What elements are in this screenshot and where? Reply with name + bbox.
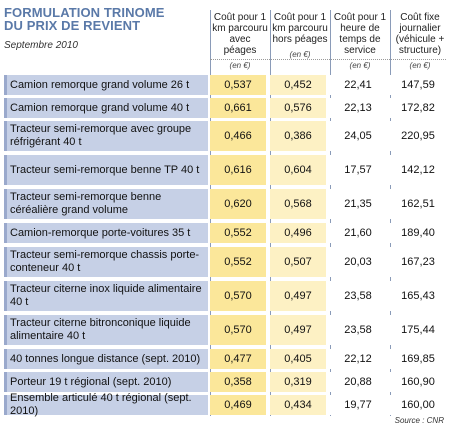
cell-cout-fixe: 160,90 [390, 372, 446, 392]
cell-heure-service: 21,35 [330, 189, 386, 219]
column-header-label: Coût pour 1 km parcouru hors péages [272, 12, 328, 45]
cell-km-hors-peages: 0,604 [270, 155, 326, 185]
cell-km-hors-peages: 0,386 [270, 121, 326, 151]
table-row: Ensemble articulé 40 t régional (sept. 2… [4, 392, 446, 417]
cell-heure-service: 21,60 [330, 223, 386, 243]
header-separator [210, 59, 446, 60]
column-header-label: Coût fixe journalier (véhicule + structu… [395, 12, 445, 56]
cell-km-hors-peages: 0,576 [270, 98, 326, 118]
table-title: FORMULATION TRINOME DU PRIX DE REVIENT [4, 6, 204, 32]
title-line-2: DU PRIX DE REVIENT [4, 18, 141, 33]
cell-km-avec-peages: 0,570 [210, 315, 266, 345]
cell-km-avec-peages: 0,477 [210, 349, 266, 369]
row-label: Tracteur semi-remorque avec groupe réfri… [4, 121, 208, 151]
table-row: Camion-remorque porte-voitures 35 t 0,55… [4, 223, 446, 243]
source-note: Source : CNR [394, 416, 444, 425]
cell-km-hors-peages: 0,434 [270, 395, 326, 415]
table-row: Tracteur citerne inox liquide alimentair… [4, 281, 446, 311]
cell-km-avec-peages: 0,358 [210, 372, 266, 392]
row-label: Tracteur citerne bitronconique liquide a… [4, 315, 208, 345]
cell-cout-fixe: 142,12 [390, 155, 446, 185]
column-header-label: Coût pour 1 heure de temps de service [333, 12, 387, 56]
cell-cout-fixe: 160,00 [390, 395, 446, 415]
cell-km-hors-peages: 0,319 [270, 372, 326, 392]
cell-heure-service: 22,12 [330, 349, 386, 369]
cell-heure-service: 20,88 [330, 372, 386, 392]
column-header-unit: (en €) [409, 61, 431, 70]
cell-km-hors-peages: 0,452 [270, 75, 326, 95]
cell-km-hors-peages: 0,496 [270, 223, 326, 243]
cell-heure-service: 19,77 [330, 395, 386, 415]
cell-heure-service: 20,03 [330, 247, 386, 277]
cell-heure-service: 17,57 [330, 155, 386, 185]
cell-km-hors-peages: 0,507 [270, 247, 326, 277]
cell-cout-fixe: 175,44 [390, 315, 446, 345]
row-label: Ensemble articulé 40 t régional (sept. 2… [4, 392, 208, 417]
cell-cout-fixe: 169,85 [390, 349, 446, 369]
cell-km-avec-peages: 0,466 [210, 121, 266, 151]
row-label: Camion-remorque porte-voitures 35 t [4, 223, 208, 243]
column-header: Coût fixe journalier (véhicule + structu… [392, 12, 448, 70]
cell-km-avec-peages: 0,570 [210, 281, 266, 311]
cell-km-hors-peages: 0,497 [270, 315, 326, 345]
row-label: Camion remorque grand volume 40 t [4, 98, 208, 118]
cell-km-avec-peages: 0,616 [210, 155, 266, 185]
title-line-1: FORMULATION TRINOME [4, 5, 165, 20]
cell-km-hors-peages: 0,568 [270, 189, 326, 219]
cell-km-avec-peages: 0,552 [210, 247, 266, 277]
column-header-unit: (en €) [349, 61, 371, 70]
table-row: Camion remorque grand volume 26 t 0,537 … [4, 75, 446, 95]
cell-km-avec-peages: 0,620 [210, 189, 266, 219]
column-header-label: Coût pour 1 km parcouru avec péages [212, 12, 268, 56]
cell-cout-fixe: 162,51 [390, 189, 446, 219]
table-row: 40 tonnes longue distance (sept. 2010) 0… [4, 349, 446, 369]
cell-km-avec-peages: 0,469 [210, 395, 266, 415]
cell-km-avec-peages: 0,537 [210, 75, 266, 95]
cell-heure-service: 24,05 [330, 121, 386, 151]
cell-km-avec-peages: 0,661 [210, 98, 266, 118]
column-header-unit: (en €) [289, 50, 311, 59]
row-label: Porteur 19 t régional (sept. 2010) [4, 372, 208, 392]
column-header: Coût pour 1 heure de temps de service (e… [332, 12, 388, 70]
cell-cout-fixe: 220,95 [390, 121, 446, 151]
table-row: Tracteur semi-remorque avec groupe réfri… [4, 121, 446, 151]
row-label: 40 tonnes longue distance (sept. 2010) [4, 349, 208, 369]
table-row: Camion remorque grand volume 40 t 0,661 … [4, 98, 446, 118]
table-row: Tracteur semi-remorque benne TP 40 t 0,6… [4, 155, 446, 185]
cell-heure-service: 23,58 [330, 281, 386, 311]
column-header: Coût pour 1 km parcouru hors péages (en … [272, 12, 328, 70]
cell-km-avec-peages: 0,552 [210, 223, 266, 243]
row-label: Tracteur semi-remorque chassis porte-con… [4, 247, 208, 277]
column-header: Coût pour 1 km parcouru avec péages (en … [212, 12, 268, 70]
cell-cout-fixe: 165,43 [390, 281, 446, 311]
cell-heure-service: 22,13 [330, 98, 386, 118]
cell-cout-fixe: 167,23 [390, 247, 446, 277]
row-label: Camion remorque grand volume 26 t [4, 75, 208, 95]
row-label: Tracteur citerne inox liquide alimentair… [4, 281, 208, 311]
column-header-unit: (en €) [229, 61, 251, 70]
cell-heure-service: 23,58 [330, 315, 386, 345]
cell-cout-fixe: 189,40 [390, 223, 446, 243]
cell-km-hors-peages: 0,405 [270, 349, 326, 369]
table-subtitle: Septembre 2010 [4, 40, 78, 51]
table-row: Tracteur semi-remorque chassis porte-con… [4, 247, 446, 277]
table-row: Tracteur citerne bitronconique liquide a… [4, 315, 446, 345]
cell-heure-service: 22,41 [330, 75, 386, 95]
cell-km-hors-peages: 0,497 [270, 281, 326, 311]
row-label: Tracteur semi-remorque benne céréalière … [4, 189, 208, 219]
row-label: Tracteur semi-remorque benne TP 40 t [4, 155, 208, 185]
cell-cout-fixe: 147,59 [390, 75, 446, 95]
table-row: Porteur 19 t régional (sept. 2010) 0,358… [4, 372, 446, 392]
table-row: Tracteur semi-remorque benne céréalière … [4, 189, 446, 219]
cell-cout-fixe: 172,82 [390, 98, 446, 118]
